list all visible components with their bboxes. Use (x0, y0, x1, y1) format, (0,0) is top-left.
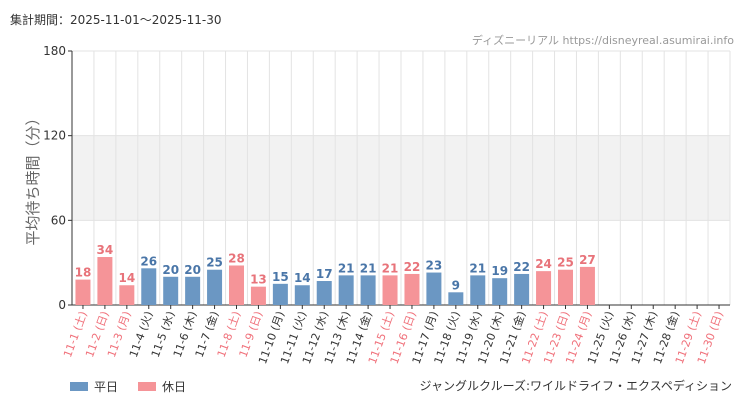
bar (579, 266, 595, 305)
period-prefix: 集計期間： (10, 13, 71, 27)
bar-value-label: 28 (228, 251, 245, 265)
bar-value-label: 9 (452, 278, 460, 292)
bar (470, 275, 486, 305)
bar-value-label: 22 (404, 260, 421, 274)
bar (185, 276, 201, 305)
bar-value-label: 24 (535, 257, 552, 271)
bar (404, 273, 420, 305)
bar-value-label: 18 (75, 266, 92, 280)
bar-value-label: 21 (360, 261, 377, 275)
bar (448, 292, 464, 305)
bar-value-label: 20 (162, 263, 179, 277)
bar-value-label: 14 (294, 271, 311, 285)
bar-value-label: 22 (513, 260, 530, 274)
bar-value-label: 17 (316, 267, 333, 281)
bar-value-label: 21 (469, 261, 486, 275)
y-tick-label: 120 (43, 129, 66, 143)
period-range: 2025-11-01〜2025-11-30 (70, 13, 222, 27)
bar-value-label: 13 (250, 273, 267, 287)
bar (558, 269, 573, 305)
legend-swatch-weekday (70, 382, 88, 391)
legend-item-weekday: 平日 (70, 378, 118, 395)
bar (382, 275, 398, 305)
bar-value-label: 21 (382, 261, 399, 275)
bar-value-label: 27 (579, 253, 596, 267)
bar (97, 257, 113, 305)
bar (229, 265, 244, 305)
legend: 平日 休日 (70, 378, 186, 395)
bar-value-label: 19 (491, 264, 508, 278)
bar (536, 271, 552, 305)
bar (426, 272, 442, 305)
y-tick-label: 180 (43, 44, 66, 58)
bar-value-label: 34 (97, 243, 114, 257)
bar (250, 286, 266, 305)
bar-value-label: 15 (272, 270, 289, 284)
legend-item-holiday: 休日 (138, 378, 186, 395)
bar (119, 285, 135, 305)
bar (272, 283, 288, 305)
bar-value-label: 23 (426, 259, 443, 273)
bar (294, 285, 310, 305)
bar (514, 273, 530, 305)
y-axis-label: 平均待ち時間（分） (24, 110, 42, 245)
bar (492, 278, 508, 305)
bar (141, 268, 157, 305)
bar-value-label: 25 (206, 256, 223, 270)
y-tick-label: 0 (58, 298, 66, 312)
bar (163, 276, 179, 305)
bar-value-label: 25 (557, 256, 574, 270)
source-credit: ディズニーリアル https://disneyreal.asumirai.inf… (471, 34, 734, 47)
bar-value-label: 20 (184, 263, 201, 277)
period-label: 集計期間：2025-11-01〜2025-11-30 (10, 11, 222, 28)
bar-value-label: 14 (118, 271, 135, 285)
bar (316, 281, 332, 305)
bar (338, 275, 354, 305)
bar (207, 269, 223, 305)
legend-label-weekday: 平日 (94, 380, 119, 394)
legend-label-holiday: 休日 (162, 380, 187, 394)
y-tick-label: 60 (51, 213, 66, 227)
attraction-name: ジャングルクルーズ:ワイルドライフ・エクスペディション (419, 379, 732, 393)
bar-value-label: 26 (140, 254, 157, 268)
bar-value-label: 21 (338, 261, 355, 275)
legend-swatch-holiday (138, 382, 157, 391)
bar (75, 279, 91, 305)
bar (360, 275, 376, 305)
